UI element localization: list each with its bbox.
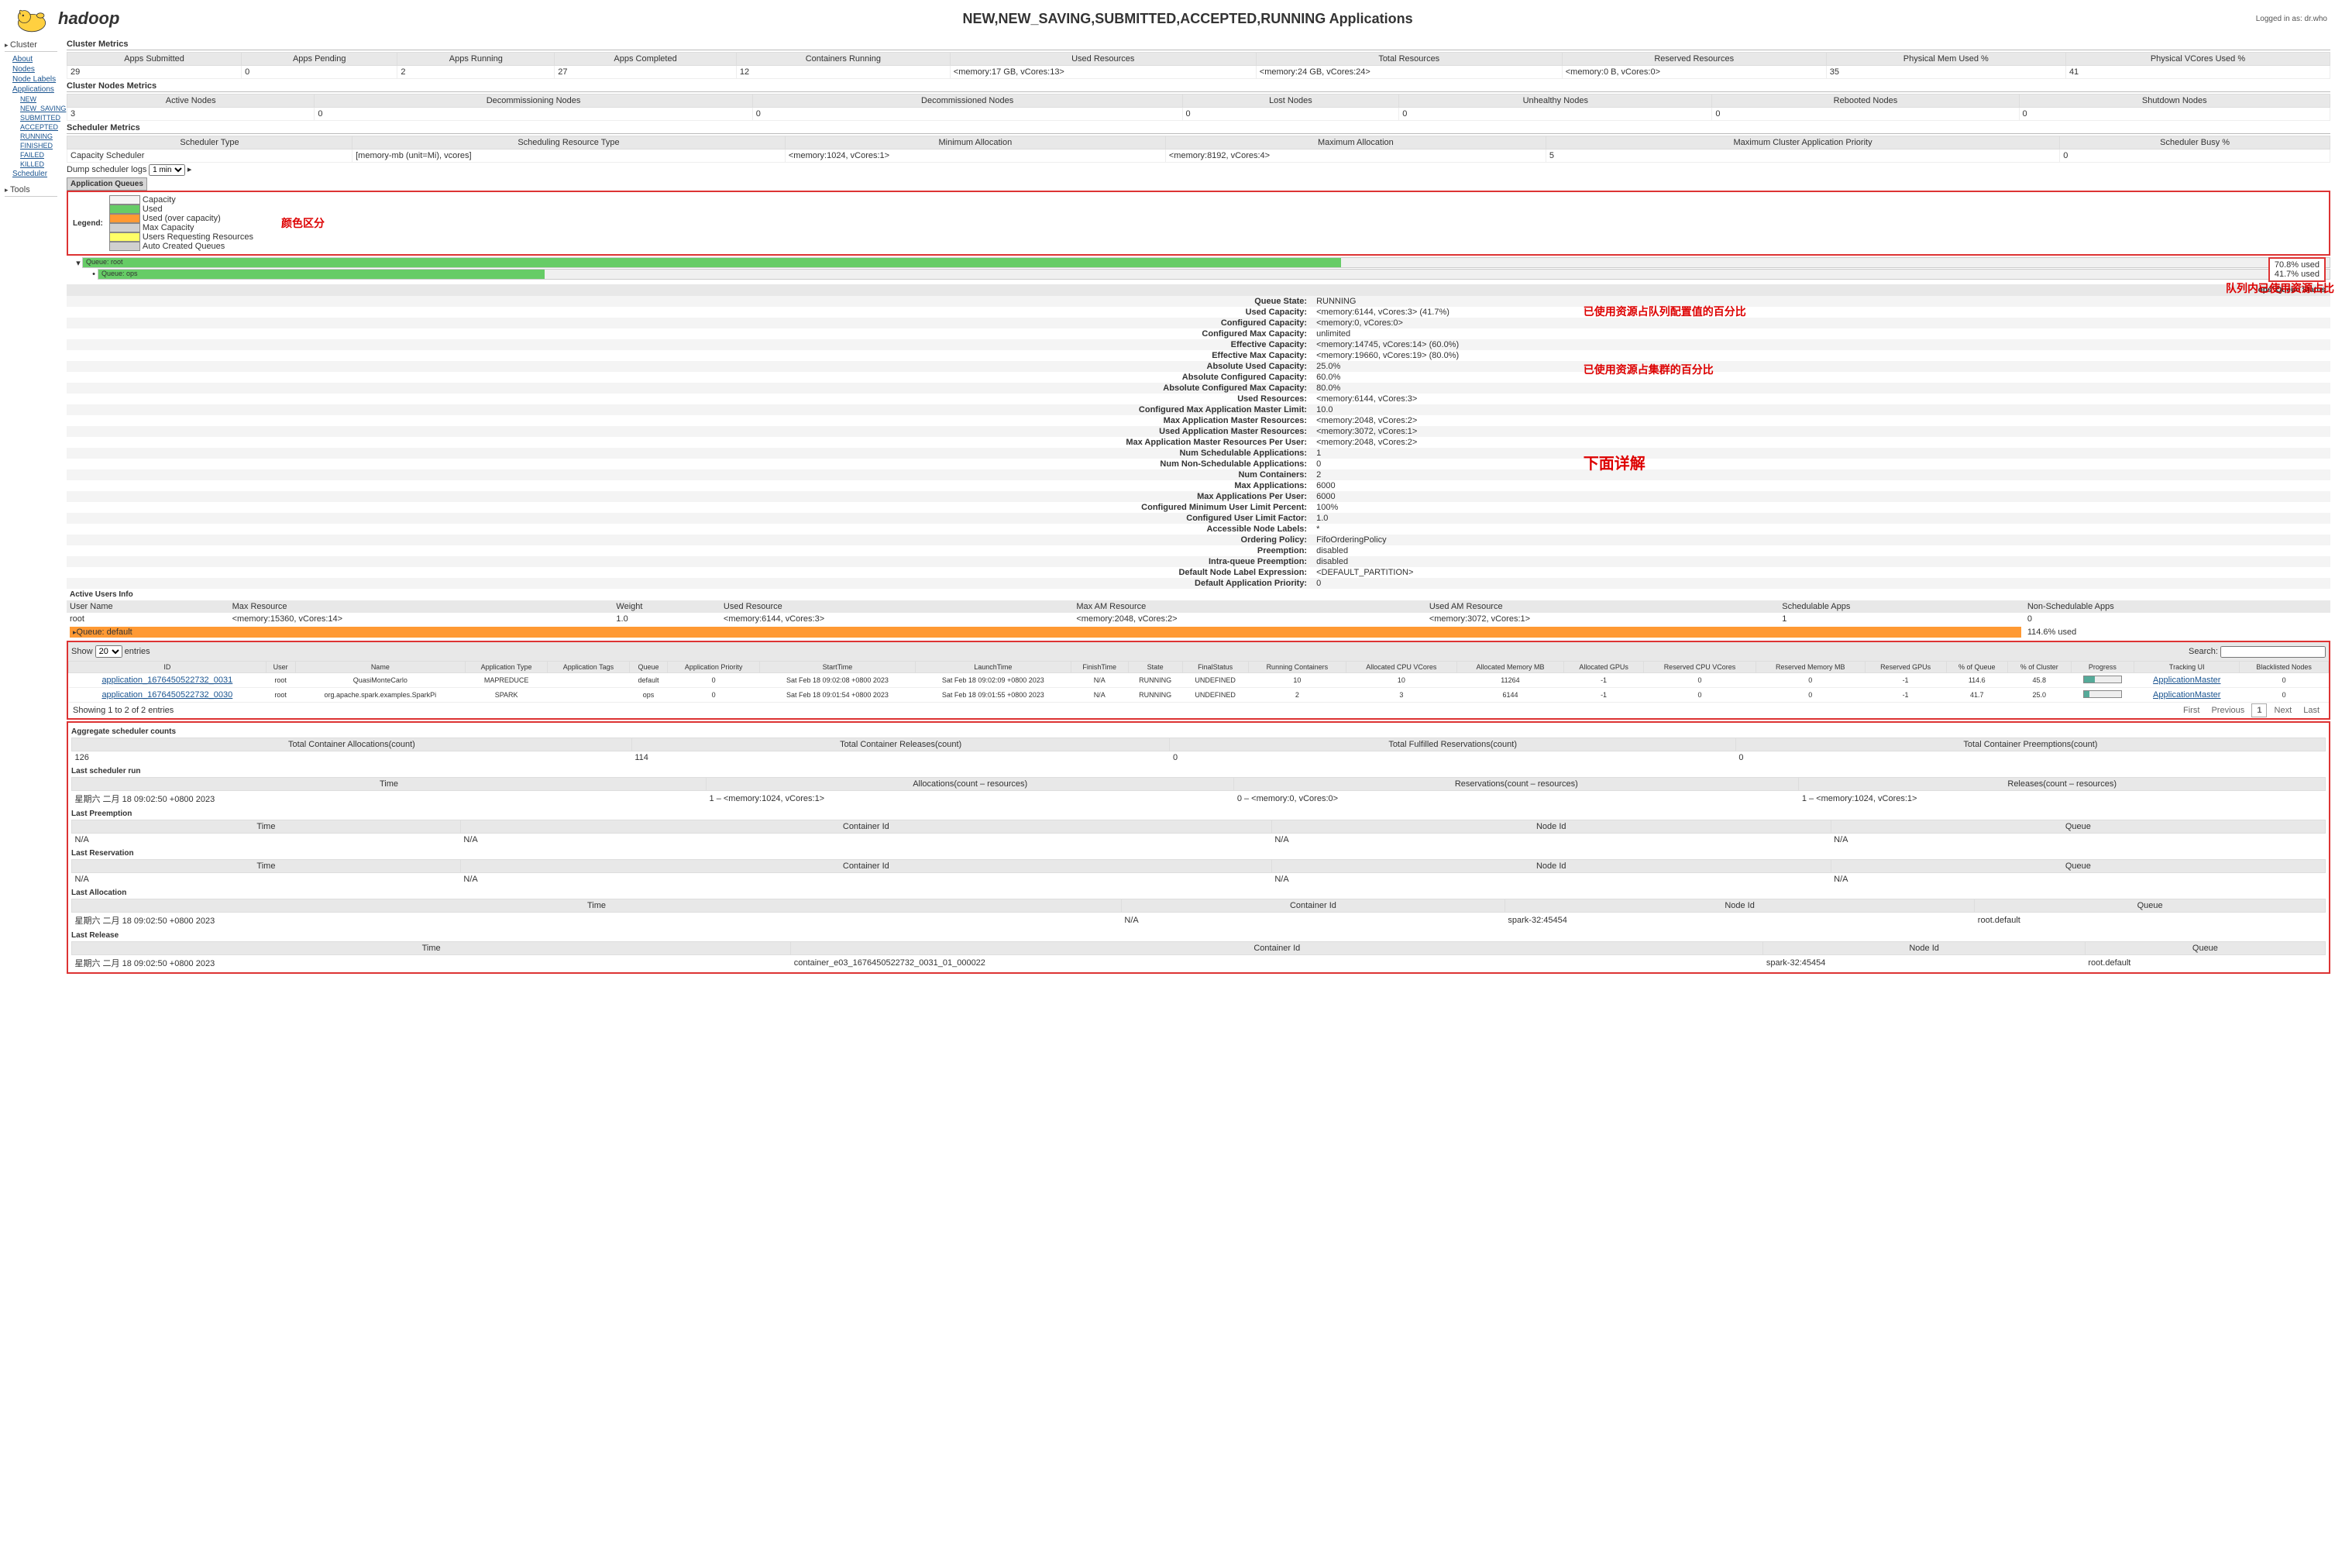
sidebar-about[interactable]: About [5, 54, 57, 64]
applications-table: IDUserNameApplication TypeApplication Ta… [68, 661, 2329, 703]
legend-item: Auto Created Queues [109, 242, 253, 251]
queue-expand-icon[interactable]: ▾ [74, 258, 82, 268]
nodes-metrics-table: Active NodesDecommissioning NodesDecommi… [67, 94, 2330, 121]
pager-first[interactable]: First [2179, 704, 2204, 717]
queue-root-bar[interactable]: Queue: root [82, 257, 2330, 268]
tracking-link[interactable]: ApplicationMaster [2153, 690, 2220, 700]
legend-item: Used [109, 205, 253, 214]
progress-bar [2083, 676, 2122, 683]
scheduler-metrics-table: Scheduler TypeScheduling Resource TypeMi… [67, 136, 2330, 163]
annotation-pct-config: 已使用资源占队列配置值的百分比 [1584, 304, 1746, 319]
annotation-detail: 下面详解 [1584, 451, 1646, 473]
table-row: application_1676450522732_0031rootQuasiM… [69, 673, 2329, 688]
legend-item: Max Capacity [109, 223, 253, 232]
progress-bar [2083, 690, 2122, 698]
scheduler-metrics-title: Scheduler Metrics [67, 123, 2330, 134]
dump-go[interactable]: ▸ [187, 165, 192, 174]
legend-item: Users Requesting Resources [109, 232, 253, 242]
queue-status-title: 'ops' Queue Status [67, 284, 2330, 296]
queue-ops-bar[interactable]: Queue: ops [98, 269, 2330, 280]
pager-next[interactable]: Next [2270, 704, 2297, 717]
sidebar-state-running[interactable]: RUNNING [5, 132, 57, 141]
table-row: application_1676450522732_0030rootorg.ap… [69, 688, 2329, 703]
queue-expand-icon[interactable]: • [90, 270, 98, 279]
pager-last[interactable]: Last [2299, 704, 2324, 717]
pager-prev[interactable]: Previous [2206, 704, 2249, 717]
tracking-link[interactable]: ApplicationMaster [2153, 676, 2220, 685]
legend-item: Capacity [109, 195, 253, 205]
nodes-metrics-title: Cluster Nodes Metrics [67, 81, 2330, 92]
pager-page[interactable]: 1 [2251, 703, 2267, 717]
application-link[interactable]: application_1676450522732_0031 [101, 676, 232, 685]
sidebar-state-new[interactable]: NEW [5, 95, 57, 104]
entries-info: Showing 1 to 2 of 2 entries [73, 706, 174, 715]
logo-text: hadoop [58, 9, 119, 29]
sidebar-tools-header[interactable]: Tools [5, 185, 57, 197]
search-input[interactable] [2220, 646, 2326, 658]
login-info: Logged in as: dr.who [2256, 15, 2327, 23]
sidebar-cluster-header[interactable]: Cluster [5, 40, 57, 52]
legend-label: Legend: [73, 219, 103, 228]
sidebar-nodes[interactable]: Nodes [5, 64, 57, 74]
annotation-queue-used: 队列内已使用资源占比 [2226, 280, 2334, 296]
sidebar-state-finished[interactable]: FINISHED [5, 141, 57, 150]
queue-used-box: 70.8% used 41.7% used [2268, 257, 2326, 282]
agg-title: Aggregate scheduler counts [71, 724, 2326, 738]
cluster-metrics-table: Apps SubmittedApps PendingApps RunningAp… [67, 52, 2330, 79]
sidebar-state-accepted[interactable]: ACCEPTED [5, 122, 57, 132]
active-users-title: Active Users Info [67, 589, 2330, 600]
sidebar: Cluster About Nodes Node Labels Applicat… [0, 37, 62, 975]
hadoop-logo[interactable]: hadoop [8, 3, 119, 34]
user-queue-bar[interactable]: ▸ Queue: default [70, 627, 2021, 638]
sidebar-node-labels[interactable]: Node Labels [5, 74, 57, 84]
dump-label: Dump scheduler logs [67, 165, 146, 174]
queue-status-table: Queue State:RUNNINGUsed Capacity:<memory… [67, 296, 2330, 589]
annotation-pct-cluster: 已使用资源占集群的百分比 [1584, 362, 1714, 377]
sidebar-state-new_saving[interactable]: NEW_SAVING [5, 104, 57, 113]
sidebar-state-killed[interactable]: KILLED [5, 160, 57, 169]
entries-select[interactable]: 20 [95, 645, 122, 658]
dump-select[interactable]: 1 min [149, 164, 185, 176]
legend-item: Used (over capacity) [109, 214, 253, 223]
application-link[interactable]: application_1676450522732_0030 [101, 690, 232, 700]
sidebar-state-failed[interactable]: FAILED [5, 150, 57, 160]
sidebar-scheduler[interactable]: Scheduler [5, 169, 57, 179]
sidebar-state-submitted[interactable]: SUBMITTED [5, 113, 57, 122]
active-users-table: User NameMax ResourceWeightUsed Resource… [67, 600, 2330, 639]
page-title: NEW,NEW_SAVING,SUBMITTED,ACCEPTED,RUNNIN… [119, 11, 2255, 27]
annotation-color: 颜色区分 [281, 215, 325, 231]
sidebar-applications[interactable]: Applications [5, 84, 57, 95]
app-queues-title: Application Queues [67, 177, 147, 191]
pager: First Previous 1 Next Last [2179, 706, 2324, 715]
cluster-metrics-title: Cluster Metrics [67, 40, 2330, 50]
